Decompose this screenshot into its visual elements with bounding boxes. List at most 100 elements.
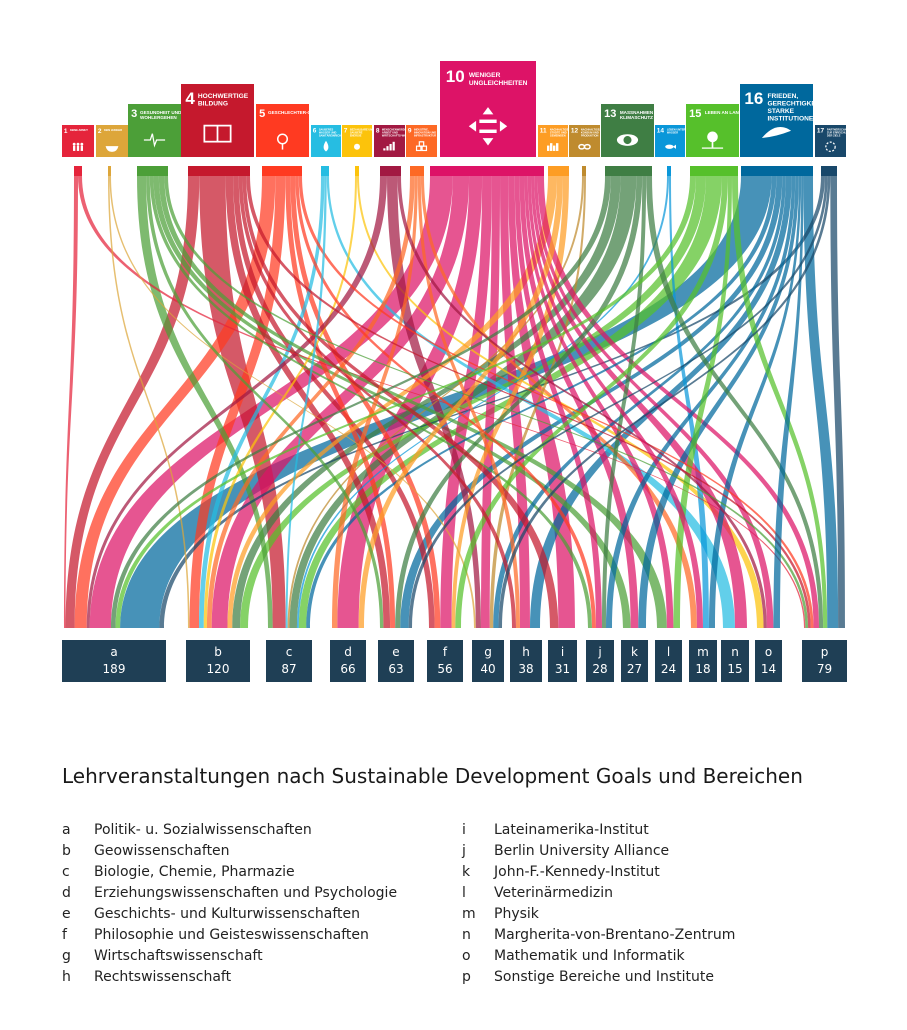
sdg-bar-5 <box>262 166 302 176</box>
bereich-key: a <box>110 645 117 659</box>
legend-key: n <box>462 927 471 943</box>
flow-sdg10-to-p <box>537 176 820 628</box>
bereich-count: 38 <box>518 662 533 676</box>
flow-sdg6-to-b <box>199 176 325 628</box>
cubes-icon <box>415 141 428 152</box>
flow-sdg14-to-c <box>296 176 669 628</box>
flow-sdg4-to-c <box>199 176 286 628</box>
sdg-tile-2: 2 KEIN HUNGER <box>96 125 128 157</box>
legend-text: Wirtschaftswissenschaft <box>94 948 263 964</box>
flow-sdg17-to-a <box>159 176 826 628</box>
legend-key: d <box>62 885 71 901</box>
bereich-key: n <box>731 645 739 659</box>
sdg-bar-14 <box>667 166 671 176</box>
flow-sdg15-to-l <box>673 176 732 628</box>
sdg-tile-10: 10 WENIGER UNGLEICHHEITEN <box>440 61 536 157</box>
flow-sdg8-to-o <box>397 176 767 628</box>
sdg-bar-8 <box>380 166 401 176</box>
bereich-node-k: k 27 <box>621 640 648 682</box>
flow-sdg15-to-f <box>455 176 728 628</box>
flow-sdg10-to-a <box>89 176 453 628</box>
flow-sdg16-to-k <box>638 176 799 628</box>
bereich-key: k <box>631 645 638 659</box>
bereich-count: 56 <box>437 662 452 676</box>
fish-icon <box>665 144 676 149</box>
bereich-key: d <box>344 645 352 659</box>
flow-sdg13-to-p <box>646 176 824 628</box>
bereich-nodes: a 189 b 120 c 87 d 66 e 63 f 56 g 40 h 38 i 31 j 28 k 27 l 24 m 1… <box>62 640 847 682</box>
bereich-key: i <box>561 645 564 659</box>
people-icon <box>72 142 84 151</box>
sdg-bar-11 <box>548 166 569 176</box>
flow-sdg11-to-f <box>451 176 569 628</box>
sdg-tile-17: 17 PARTNERSCHAFTEN ZUR ERREICHUNG DER ZIELE <box>815 125 854 157</box>
bereich-count: 189 <box>103 662 126 676</box>
flow-sdg10-to-m <box>527 176 703 628</box>
bereich-count: 79 <box>817 662 832 676</box>
sdg-number: 3 <box>131 108 137 120</box>
flow-sdg16-to-p <box>803 176 839 628</box>
sdg-label: NACHHALTIGE/R KONSUM UND PRODUKTION <box>581 128 602 138</box>
bereich-count: 63 <box>388 662 403 676</box>
legend-text: Rechtswissenschaft <box>94 969 232 985</box>
bereich-count: 31 <box>555 662 570 676</box>
legend-text: Berlin University Alliance <box>494 843 670 859</box>
flow-sdg3-to-j <box>149 176 592 628</box>
sdg-tile-3: 3 GESUNDHEIT UND WOHLERGEHEN <box>128 104 182 157</box>
bereich-count: 18 <box>695 662 710 676</box>
flow-sdg17-to-g <box>498 176 831 628</box>
bereich-node-p: p 79 <box>802 640 847 682</box>
flow-sdg5-to-p <box>298 176 814 628</box>
flow-sdg15-to-a <box>115 176 697 628</box>
bereich-key: p <box>821 645 829 659</box>
flow-sdg10-to-k <box>519 176 639 628</box>
sdg-bar-7 <box>355 166 359 176</box>
legend-key: k <box>462 864 471 880</box>
bereich-node-f: f 56 <box>427 640 463 682</box>
bereich-key: e <box>392 645 399 659</box>
bereich-key: j <box>597 645 601 659</box>
flow-sdg11-to-d <box>358 176 563 628</box>
legend-key: a <box>62 822 71 838</box>
flow-sdg5-to-j <box>295 176 596 628</box>
flow-sdg10-to-l <box>524 176 674 628</box>
bereich-node-a: a 189 <box>62 640 166 682</box>
flow-sdg16-to-j <box>606 176 796 628</box>
sdg-tile-4: 4 HOCHWERTIGE BILDUNG <box>181 84 254 157</box>
sdg-label: PARTNERSCHAFTEN ZUR ERREICHUNG DER ZIELE <box>827 128 854 138</box>
legend-text: Geschichts- und Kulturwissenschaften <box>94 906 361 922</box>
sdg-tile-7: 7 BEZAHLBARE UND SAUBERE ENERGIE <box>342 125 374 157</box>
book-icon <box>203 124 232 143</box>
bereich-node-h: h 38 <box>510 640 542 682</box>
bowl-icon <box>105 146 119 152</box>
flow-sdg12-to-c <box>287 176 584 628</box>
sdg-number: 12 <box>571 128 579 135</box>
bereich-key: h <box>522 645 530 659</box>
sdg-label: GESCHLECHTER-GLEICHHEIT <box>268 110 336 115</box>
flow-sdg11-to-b <box>227 176 557 628</box>
flow-sdg9-to-h <box>417 176 520 628</box>
flow-sdg3-to-p <box>164 176 809 628</box>
sdg-number: 7 <box>344 128 348 135</box>
growth-chart-icon <box>383 141 395 151</box>
flow-ribbons <box>64 176 845 628</box>
flow-sdg14-to-m <box>669 176 709 628</box>
sdg-number: 2 <box>98 128 102 135</box>
flow-sdg16-to-g <box>493 176 786 628</box>
bereich-node-d: d 66 <box>330 640 366 682</box>
sdg-label: WENIGER UNGLEICHHEITEN <box>469 72 528 87</box>
flow-sdg4-to-a <box>65 176 200 628</box>
flow-sdg16-to-o <box>773 176 804 628</box>
sdg-number: 10 <box>446 67 465 86</box>
sdg-tile-15: 15 LEBEN AN LAND <box>686 104 743 157</box>
legend-text: Erziehungswissenschaften und Psychologie <box>94 885 398 901</box>
sdg-label: FRIEDEN, GERECHTIGKEIT UND STARKE INSTITUTI… <box>767 93 838 123</box>
bereich-key: f <box>443 645 448 659</box>
flow-sdg4-to-i <box>242 176 559 628</box>
eye-globe-icon <box>616 134 639 146</box>
sdg-bar-16 <box>741 166 813 176</box>
legend-key: i <box>462 822 466 838</box>
flow-sdg4-to-p <box>246 176 811 628</box>
